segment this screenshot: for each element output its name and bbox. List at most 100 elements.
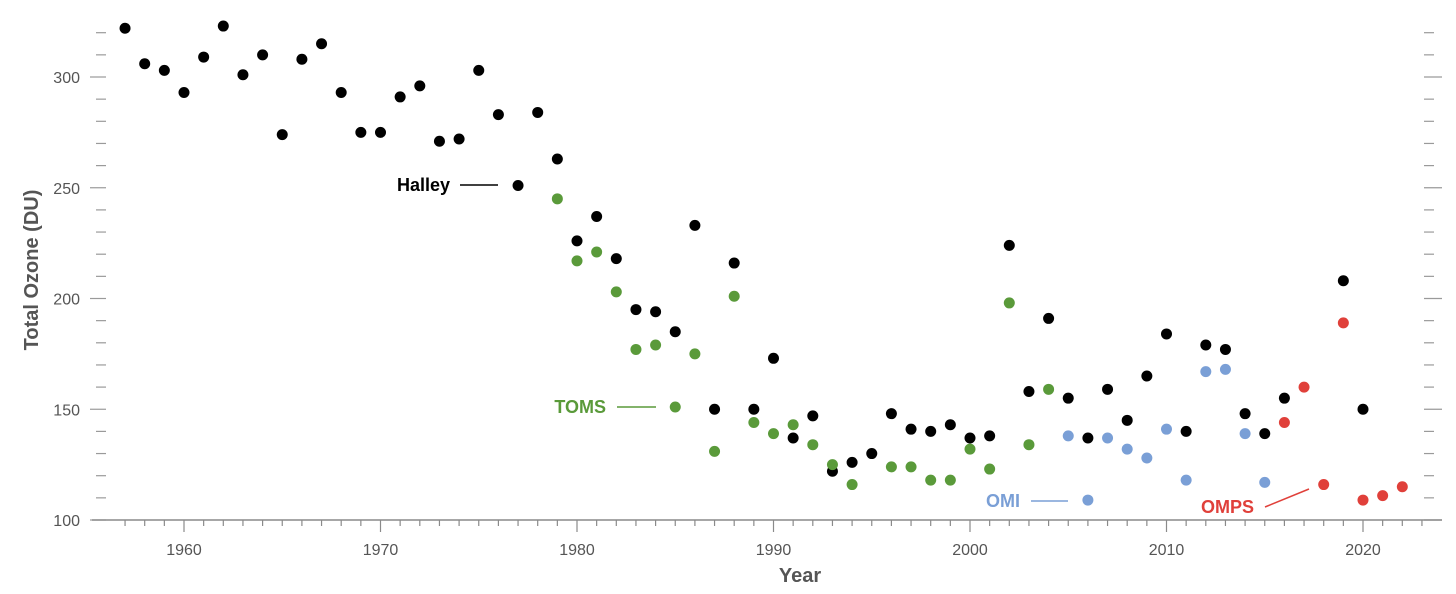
halley-point [237,69,249,81]
halley-point [492,109,504,121]
toms-point [846,479,858,491]
omps-point [1396,481,1408,493]
toms-point [944,474,956,486]
halley-label: Halley [397,175,450,195]
toms-point [826,459,838,471]
halley-point [551,153,563,165]
halley-point [1102,383,1114,395]
halley-point [178,87,190,99]
halley-point [355,126,367,138]
omi-point [1062,430,1074,442]
halley-point [689,219,701,231]
toms-label: TOMS [554,397,606,417]
y-axis-title: Total Ozone (DU) [21,190,43,351]
toms-point [925,474,937,486]
halley-point [728,257,740,269]
omi-point [1102,432,1114,444]
halley-point [217,20,229,32]
data-points [119,20,1408,506]
toms-point [610,286,622,298]
toms-point [768,428,779,440]
x-tick-label: 1960 [166,542,202,559]
halley-point [1062,392,1074,404]
toms-point [984,463,996,475]
omi-point [1121,443,1133,455]
y-axis-left: 100 150 200 250 300 [53,32,106,530]
halley-point [885,408,897,420]
halley-point [335,87,347,99]
toms-point [1003,297,1015,309]
halley-point [1337,275,1349,287]
toms-point [591,246,603,258]
halley-point [669,326,681,338]
toms-point [964,443,976,455]
omi-point [1239,428,1251,440]
halley-point [984,430,996,442]
halley-point [198,51,210,63]
halley-point [1003,239,1015,251]
x-tick-label: 2020 [1345,542,1381,559]
halley-point [453,133,465,145]
halley-point [807,410,819,422]
halley-point [1043,312,1055,324]
halley-point [1357,403,1369,415]
halley-point [925,425,937,437]
halley-point [1161,328,1172,340]
halley-point [944,419,956,431]
x-tick-label: 1980 [559,542,595,559]
halley-point [571,235,583,247]
toms-point [650,339,662,351]
halley-point [709,403,721,415]
toms-point [807,439,819,451]
series-labels: Halley TOMS OMI OMPS [397,175,1310,517]
halley-point [1200,339,1212,351]
halley-point [748,403,760,415]
omps-point [1377,490,1389,502]
omps-point [1298,381,1310,393]
halley-point [787,432,799,444]
omps-point [1337,317,1349,329]
halley-point [905,423,917,435]
toms-point [709,445,721,457]
halley-point [473,64,485,76]
halley-point [866,448,878,460]
toms-point [1023,439,1035,451]
x-axis: 1960 1970 1980 1990 2000 2010 2020 [92,519,1442,559]
toms-point [905,461,917,473]
y-tick-label: 200 [53,292,80,309]
omps-point [1357,494,1369,506]
halley-point [591,211,603,223]
halley-point [630,304,642,316]
halley-point [650,306,662,318]
x-tick-label: 2000 [952,542,988,559]
halley-point [610,253,622,265]
halley-point [964,432,976,444]
halley-point [532,106,544,118]
halley-point [433,135,445,147]
toms-point [689,348,701,360]
y-tick-label: 150 [53,402,80,419]
toms-point [1043,383,1055,395]
toms-point [551,193,563,205]
omi-point [1161,423,1172,435]
halley-point [316,38,328,50]
halley-point [1023,386,1035,398]
halley-point [1180,425,1192,437]
toms-point [885,461,897,473]
omi-label: OMI [986,491,1020,511]
omps-label: OMPS [1201,497,1254,517]
toms-point [630,343,642,355]
halley-point [1239,408,1251,420]
y-tick-label: 250 [53,181,80,198]
halley-point [1121,414,1133,426]
toms-point [748,417,760,429]
halley-point [394,91,406,103]
omi-point [1082,494,1094,506]
halley-point [1141,370,1153,382]
toms-point [669,401,681,413]
y-tick-label: 100 [53,513,80,530]
x-tick-label: 1970 [363,542,399,559]
omps-leader-line [1264,488,1310,508]
